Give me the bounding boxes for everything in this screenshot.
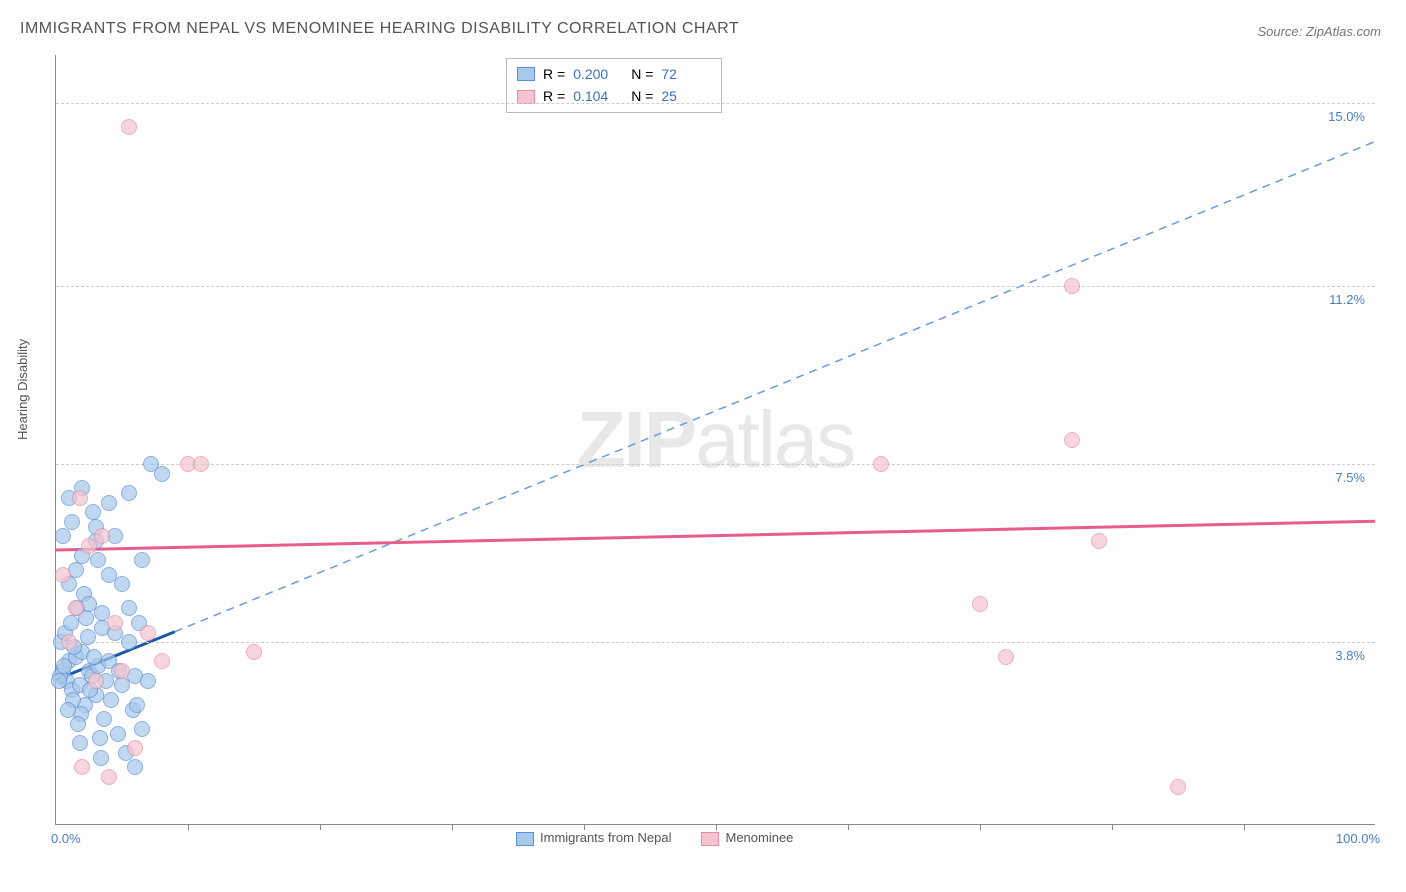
scatter-dot xyxy=(127,759,143,775)
legend-swatch xyxy=(701,832,719,846)
series-legend-item: Immigrants from Nepal xyxy=(516,830,671,846)
series-legend-label: Menominee xyxy=(725,830,793,845)
x-tick-mark xyxy=(584,824,585,830)
scatter-dot xyxy=(121,119,137,135)
scatter-dot xyxy=(55,528,71,544)
scatter-dot xyxy=(74,759,90,775)
scatter-dot xyxy=(246,644,262,660)
y-tick-label: 3.8% xyxy=(1335,648,1365,663)
scatter-dot xyxy=(70,716,86,732)
gridline xyxy=(56,103,1375,104)
stats-legend-row: R = 0.104 N = 25 xyxy=(517,85,711,107)
scatter-dot xyxy=(114,663,130,679)
trendline-dashed xyxy=(175,142,1375,632)
series-legend-label: Immigrants from Nepal xyxy=(540,830,671,845)
y-tick-label: 11.2% xyxy=(1329,292,1365,307)
plot-area: ZIPatlas R =0.200N =72R =0.104N =25 Immi… xyxy=(55,55,1375,825)
x-tick-mark xyxy=(188,824,189,830)
y-axis-label: Hearing Disability xyxy=(15,339,30,440)
scatter-dot xyxy=(68,600,84,616)
scatter-dot xyxy=(143,456,159,472)
scatter-dot xyxy=(998,649,1014,665)
scatter-dot xyxy=(64,514,80,530)
scatter-dot xyxy=(88,673,104,689)
stats-legend-row: R = 0.200 N = 72 xyxy=(517,63,711,85)
legend-swatch xyxy=(516,832,534,846)
legend-r-label: R = xyxy=(543,85,565,107)
scatter-dot xyxy=(80,629,96,645)
gridline xyxy=(56,286,1375,287)
scatter-dot xyxy=(55,567,71,583)
trend-lines xyxy=(56,55,1375,824)
scatter-dot xyxy=(114,576,130,592)
scatter-dot xyxy=(92,730,108,746)
scatter-dot xyxy=(94,528,110,544)
legend-n-value: 72 xyxy=(661,63,711,85)
scatter-dot xyxy=(61,634,77,650)
scatter-dot xyxy=(103,692,119,708)
legend-swatch xyxy=(517,90,535,104)
legend-r-value: 0.104 xyxy=(573,85,623,107)
chart-title: IMMIGRANTS FROM NEPAL VS MENOMINEE HEARI… xyxy=(20,20,739,38)
scatter-dot xyxy=(121,600,137,616)
y-tick-label: 7.5% xyxy=(1335,470,1365,485)
scatter-dot xyxy=(140,625,156,641)
x-axis-min-label: 0.0% xyxy=(51,831,81,846)
stats-legend: R = 0.200 N = 72 R = 0.104 N = 25 xyxy=(506,58,722,113)
scatter-dot xyxy=(72,735,88,751)
legend-swatch xyxy=(517,67,535,81)
scatter-dot xyxy=(140,673,156,689)
scatter-dot xyxy=(193,456,209,472)
legend-n-value: 25 xyxy=(661,85,711,107)
scatter-dot xyxy=(127,740,143,756)
scatter-dot xyxy=(873,456,889,472)
scatter-dot xyxy=(134,721,150,737)
scatter-dot xyxy=(1170,779,1186,795)
x-tick-mark xyxy=(848,824,849,830)
watermark-bold: ZIP xyxy=(577,395,695,484)
scatter-dot xyxy=(101,769,117,785)
scatter-dot xyxy=(134,552,150,568)
x-axis-max-label: 100.0% xyxy=(1336,831,1380,846)
x-tick-mark xyxy=(716,824,717,830)
scatter-dot xyxy=(60,702,76,718)
scatter-dot xyxy=(110,726,126,742)
x-tick-mark xyxy=(980,824,981,830)
watermark-rest: atlas xyxy=(695,395,854,484)
scatter-dot xyxy=(129,697,145,713)
legend-r-label: R = xyxy=(543,63,565,85)
watermark: ZIPatlas xyxy=(577,394,854,486)
scatter-dot xyxy=(85,504,101,520)
legend-n-label: N = xyxy=(631,63,653,85)
scatter-dot xyxy=(93,750,109,766)
scatter-dot xyxy=(96,711,112,727)
scatter-dot xyxy=(1091,533,1107,549)
scatter-dot xyxy=(1064,432,1080,448)
legend-n-label: N = xyxy=(631,85,653,107)
source-attribution: Source: ZipAtlas.com xyxy=(1257,24,1381,39)
scatter-dot xyxy=(154,653,170,669)
scatter-dot xyxy=(972,596,988,612)
scatter-dot xyxy=(51,673,67,689)
x-tick-mark xyxy=(1244,824,1245,830)
legend-r-value: 0.200 xyxy=(573,63,623,85)
x-tick-mark xyxy=(320,824,321,830)
scatter-dot xyxy=(90,552,106,568)
scatter-dot xyxy=(107,615,123,631)
scatter-dot xyxy=(121,485,137,501)
scatter-dot xyxy=(72,490,88,506)
trendline-solid xyxy=(56,521,1375,550)
scatter-dot xyxy=(101,495,117,511)
y-tick-label: 15.0% xyxy=(1328,109,1365,124)
scatter-dot xyxy=(63,615,79,631)
gridline xyxy=(56,464,1375,465)
x-tick-mark xyxy=(1112,824,1113,830)
series-legend-item: Menominee xyxy=(701,830,793,846)
x-tick-mark xyxy=(452,824,453,830)
series-legend: Immigrants from Nepal Menominee xyxy=(516,830,793,846)
scatter-dot xyxy=(121,634,137,650)
scatter-dot xyxy=(1064,278,1080,294)
